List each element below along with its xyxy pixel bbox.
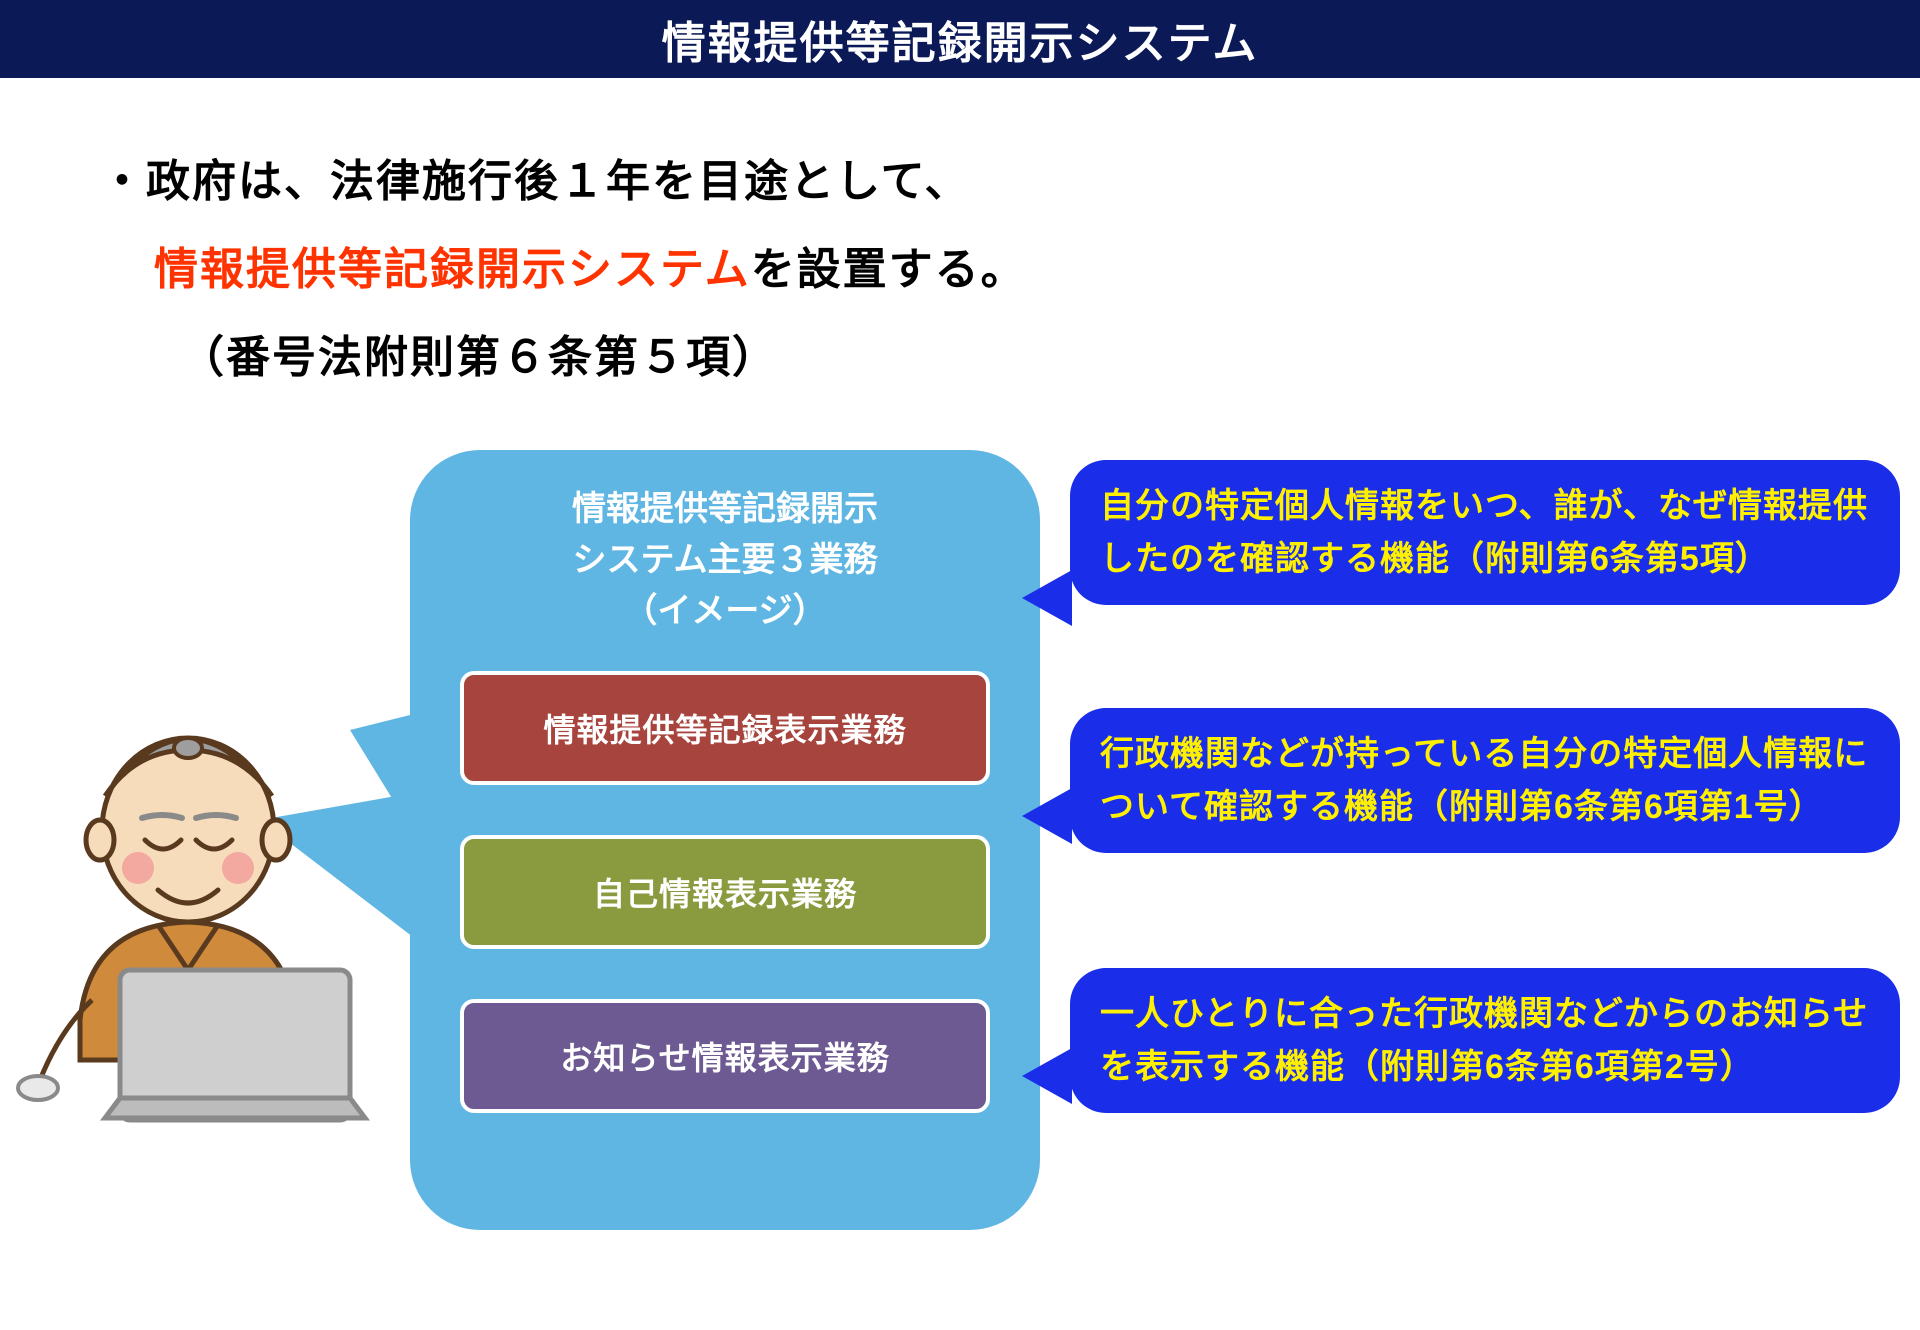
task-label-3: お知らせ情報表示業務 bbox=[560, 1033, 889, 1079]
callout-1-pointer bbox=[1022, 570, 1072, 626]
intro-highlight: 情報提供等記録開示システム bbox=[154, 245, 751, 294]
task-box-3: お知らせ情報表示業務 bbox=[460, 999, 990, 1113]
task-label-2: 自己情報表示業務 bbox=[593, 869, 857, 915]
page-title: 情報提供等記録開示システム bbox=[662, 7, 1259, 71]
task-box-1: 情報提供等記録表示業務 bbox=[460, 671, 990, 785]
panel-title-line2: システム主要３業務 bbox=[573, 541, 878, 579]
panel-title: 情報提供等記録開示 システム主要３業務 （イメージ） bbox=[440, 484, 1010, 637]
callout-3-pointer bbox=[1022, 1048, 1072, 1104]
intro-line1: ・政府は、法律施行後１年を目途として、 bbox=[100, 138, 1920, 226]
diagram-area: 情報提供等記録開示 システム主要３業務 （イメージ） 情報提供等記録表示業務 自… bbox=[0, 430, 1920, 1330]
intro-after-highlight: を設置する。 bbox=[751, 245, 1027, 294]
task-box-2: 自己情報表示業務 bbox=[460, 835, 990, 949]
intro-line3: （番号法附則第６条第５項） bbox=[100, 314, 1920, 402]
callout-1-text: 自分の特定個人情報をいつ、誰が、なぜ情報提供したのを確認する機能（附則第6条第5… bbox=[1100, 487, 1868, 578]
panel-title-line3: （イメージ） bbox=[623, 592, 826, 630]
system-panel: 情報提供等記録開示 システム主要３業務 （イメージ） 情報提供等記録表示業務 自… bbox=[410, 450, 1040, 1230]
intro-text: ・政府は、法律施行後１年を目途として、 情報提供等記録開示システムを設置する。 … bbox=[100, 138, 1920, 402]
callout-3-text: 一人ひとりに合った行政機関などからのお知らせを表示する機能（附則第6条第6項第2… bbox=[1100, 995, 1868, 1086]
task-label-1: 情報提供等記録表示業務 bbox=[543, 705, 906, 751]
title-bar: 情報提供等記録開示システム bbox=[0, 0, 1920, 78]
callout-2-pointer bbox=[1022, 788, 1072, 844]
callout-2-text: 行政機関などが持っている自分の特定個人情報について確認する機能（附則第6条第6項… bbox=[1100, 735, 1868, 826]
callout-1: 自分の特定個人情報をいつ、誰が、なぜ情報提供したのを確認する機能（附則第6条第5… bbox=[1070, 460, 1900, 605]
callout-3: 一人ひとりに合った行政機関などからのお知らせを表示する機能（附則第6条第6項第2… bbox=[1070, 968, 1900, 1113]
intro-line2: 情報提供等記録開示システムを設置する。 bbox=[100, 226, 1920, 314]
person-laptop-icon bbox=[10, 700, 410, 1130]
panel-title-line1: 情報提供等記録開示 bbox=[572, 490, 878, 528]
callout-2: 行政機関などが持っている自分の特定個人情報について確認する機能（附則第6条第6項… bbox=[1070, 708, 1900, 853]
